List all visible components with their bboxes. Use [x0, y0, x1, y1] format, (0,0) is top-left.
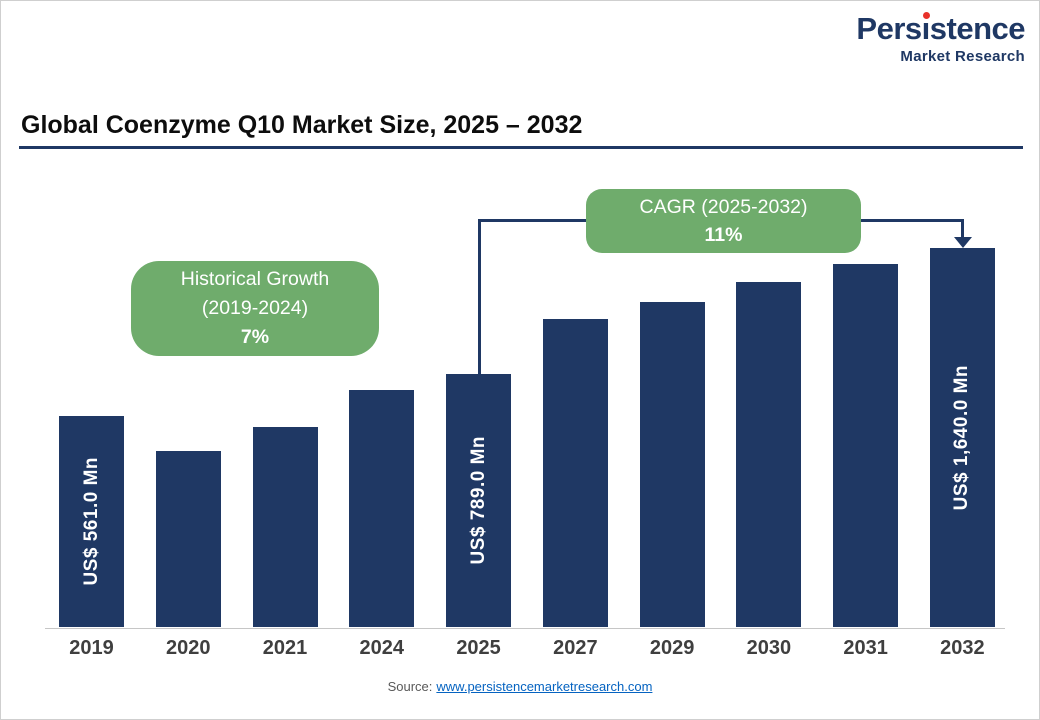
historical-growth-callout: Historical Growth (2019-2024) 7%	[131, 261, 379, 356]
cagr-line1: CAGR (2025-2032)	[639, 195, 808, 218]
bar-column-2032: US$ 1,640.0 Mn 2032	[929, 248, 995, 669]
historical-growth-line2: (2019-2024)	[201, 296, 309, 319]
logo-text-post: stence	[929, 11, 1026, 46]
bar-2024	[349, 390, 415, 627]
logo-wordmark: Persıstence	[856, 11, 1026, 46]
bar-2031	[833, 264, 899, 627]
bar-column-2030: 2030	[736, 282, 802, 669]
logo-subtitle: Market Research	[900, 47, 1025, 65]
bar-2019: US$ 561.0 Mn	[59, 416, 124, 627]
chart-area: US$ 561.0 Mn 2019 2020 2021 2024 US$ 789.0 Mn…	[59, 248, 995, 669]
bar-column-2024: 2024	[349, 390, 415, 669]
x-axis-label-2032: 2032	[940, 636, 985, 659]
bar-column-2020: 2020	[155, 451, 221, 669]
x-axis-label-2027: 2027	[553, 636, 598, 659]
bar-2030	[736, 282, 802, 627]
x-axis-label-2029: 2029	[649, 636, 695, 659]
bar-value-label-2025: US$ 789.0 Mn	[467, 436, 489, 565]
logo-dotted-i: ı	[921, 11, 931, 46]
bar-value-label-2019: US$ 561.0 Mn	[80, 457, 102, 586]
cagr-connector-vertical-left	[478, 219, 481, 376]
x-axis-label-2024: 2024	[359, 636, 405, 659]
bar-column-2027: 2027	[542, 319, 608, 669]
logo-text-pre: Pers	[856, 11, 922, 46]
bar-2025: US$ 789.0 Mn	[446, 374, 512, 627]
cagr-value: 11%	[704, 224, 743, 246]
x-axis-line	[45, 628, 1005, 629]
pmr-logo: Persıstence Market Research	[856, 11, 1026, 65]
source-label: Source:	[387, 679, 433, 694]
bar-value-label-2032: US$ 1,640.0 Mn	[951, 364, 973, 511]
bar-2032: US$ 1,640.0 Mn	[929, 248, 995, 627]
bar-column-2019: US$ 561.0 Mn 2019	[59, 416, 124, 669]
bar-2029	[639, 302, 705, 627]
cagr-connector-vertical-right	[961, 219, 964, 238]
cagr-connector-horizontal-right	[861, 219, 964, 222]
bar-2021	[252, 427, 318, 627]
bar-column-2031: 2031	[833, 264, 899, 669]
x-axis-label-2021: 2021	[262, 636, 308, 659]
bar-column-2029: 2029	[639, 302, 705, 669]
bar-2027	[542, 319, 608, 627]
historical-growth-value: 7%	[240, 326, 270, 349]
x-axis-label-2020: 2020	[166, 636, 211, 659]
source-text: Source: www.persistencemarketresearch.com	[1, 679, 1039, 694]
historical-growth-line1: Historical Growth	[180, 267, 330, 290]
cagr-connector-horizontal-left	[478, 219, 586, 222]
x-axis-label-2025: 2025	[456, 636, 501, 659]
title-divider	[19, 146, 1023, 149]
x-axis-label-2031: 2031	[843, 636, 888, 659]
x-axis-label-2030: 2030	[746, 636, 792, 659]
page-title: Global Coenzyme Q10 Market Size, 2025 – …	[21, 111, 583, 139]
bar-2020	[155, 451, 221, 627]
source-link[interactable]: www.persistencemarketresearch.com	[436, 679, 653, 694]
arrow-down-icon	[954, 237, 972, 248]
bar-column-2021: 2021	[252, 427, 318, 669]
cagr-callout: CAGR (2025-2032) 11%	[586, 189, 861, 253]
bar-column-2025: US$ 789.0 Mn 2025	[446, 374, 512, 669]
x-axis-label-2019: 2019	[69, 636, 114, 659]
